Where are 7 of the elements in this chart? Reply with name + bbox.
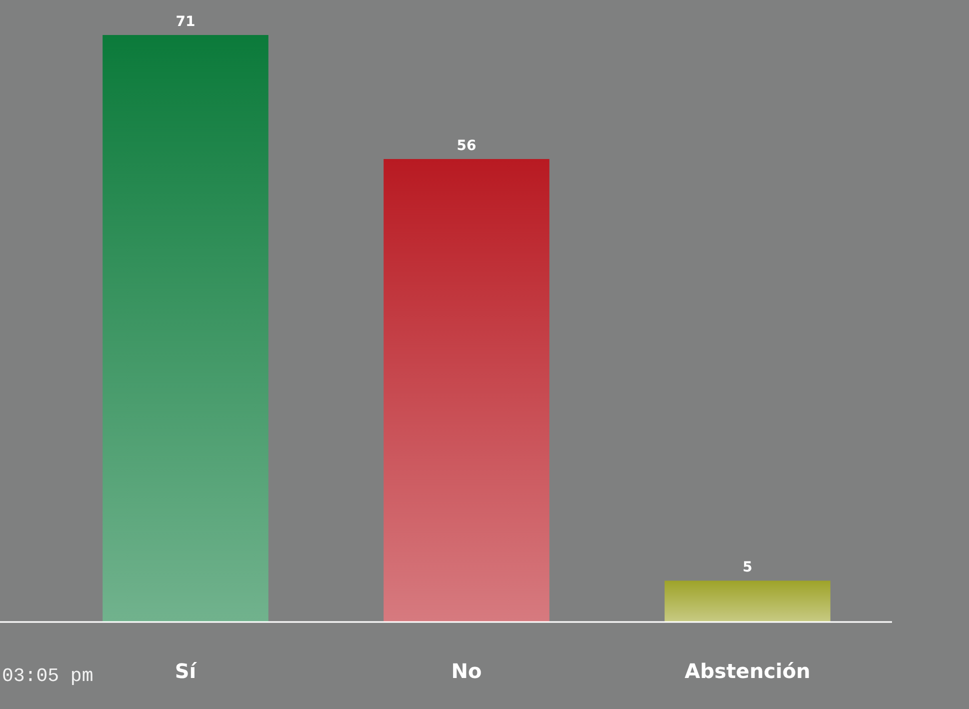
- x-tick-label: No: [451, 659, 482, 683]
- x-tick-label: Sí: [174, 659, 198, 683]
- data-label: 71: [176, 14, 196, 30]
- text: 03:05 pm: [2, 665, 94, 687]
- data-label: 5: [742, 560, 752, 576]
- data-label: 56: [456, 138, 476, 154]
- x-tick-label: Abstención: [684, 659, 810, 683]
